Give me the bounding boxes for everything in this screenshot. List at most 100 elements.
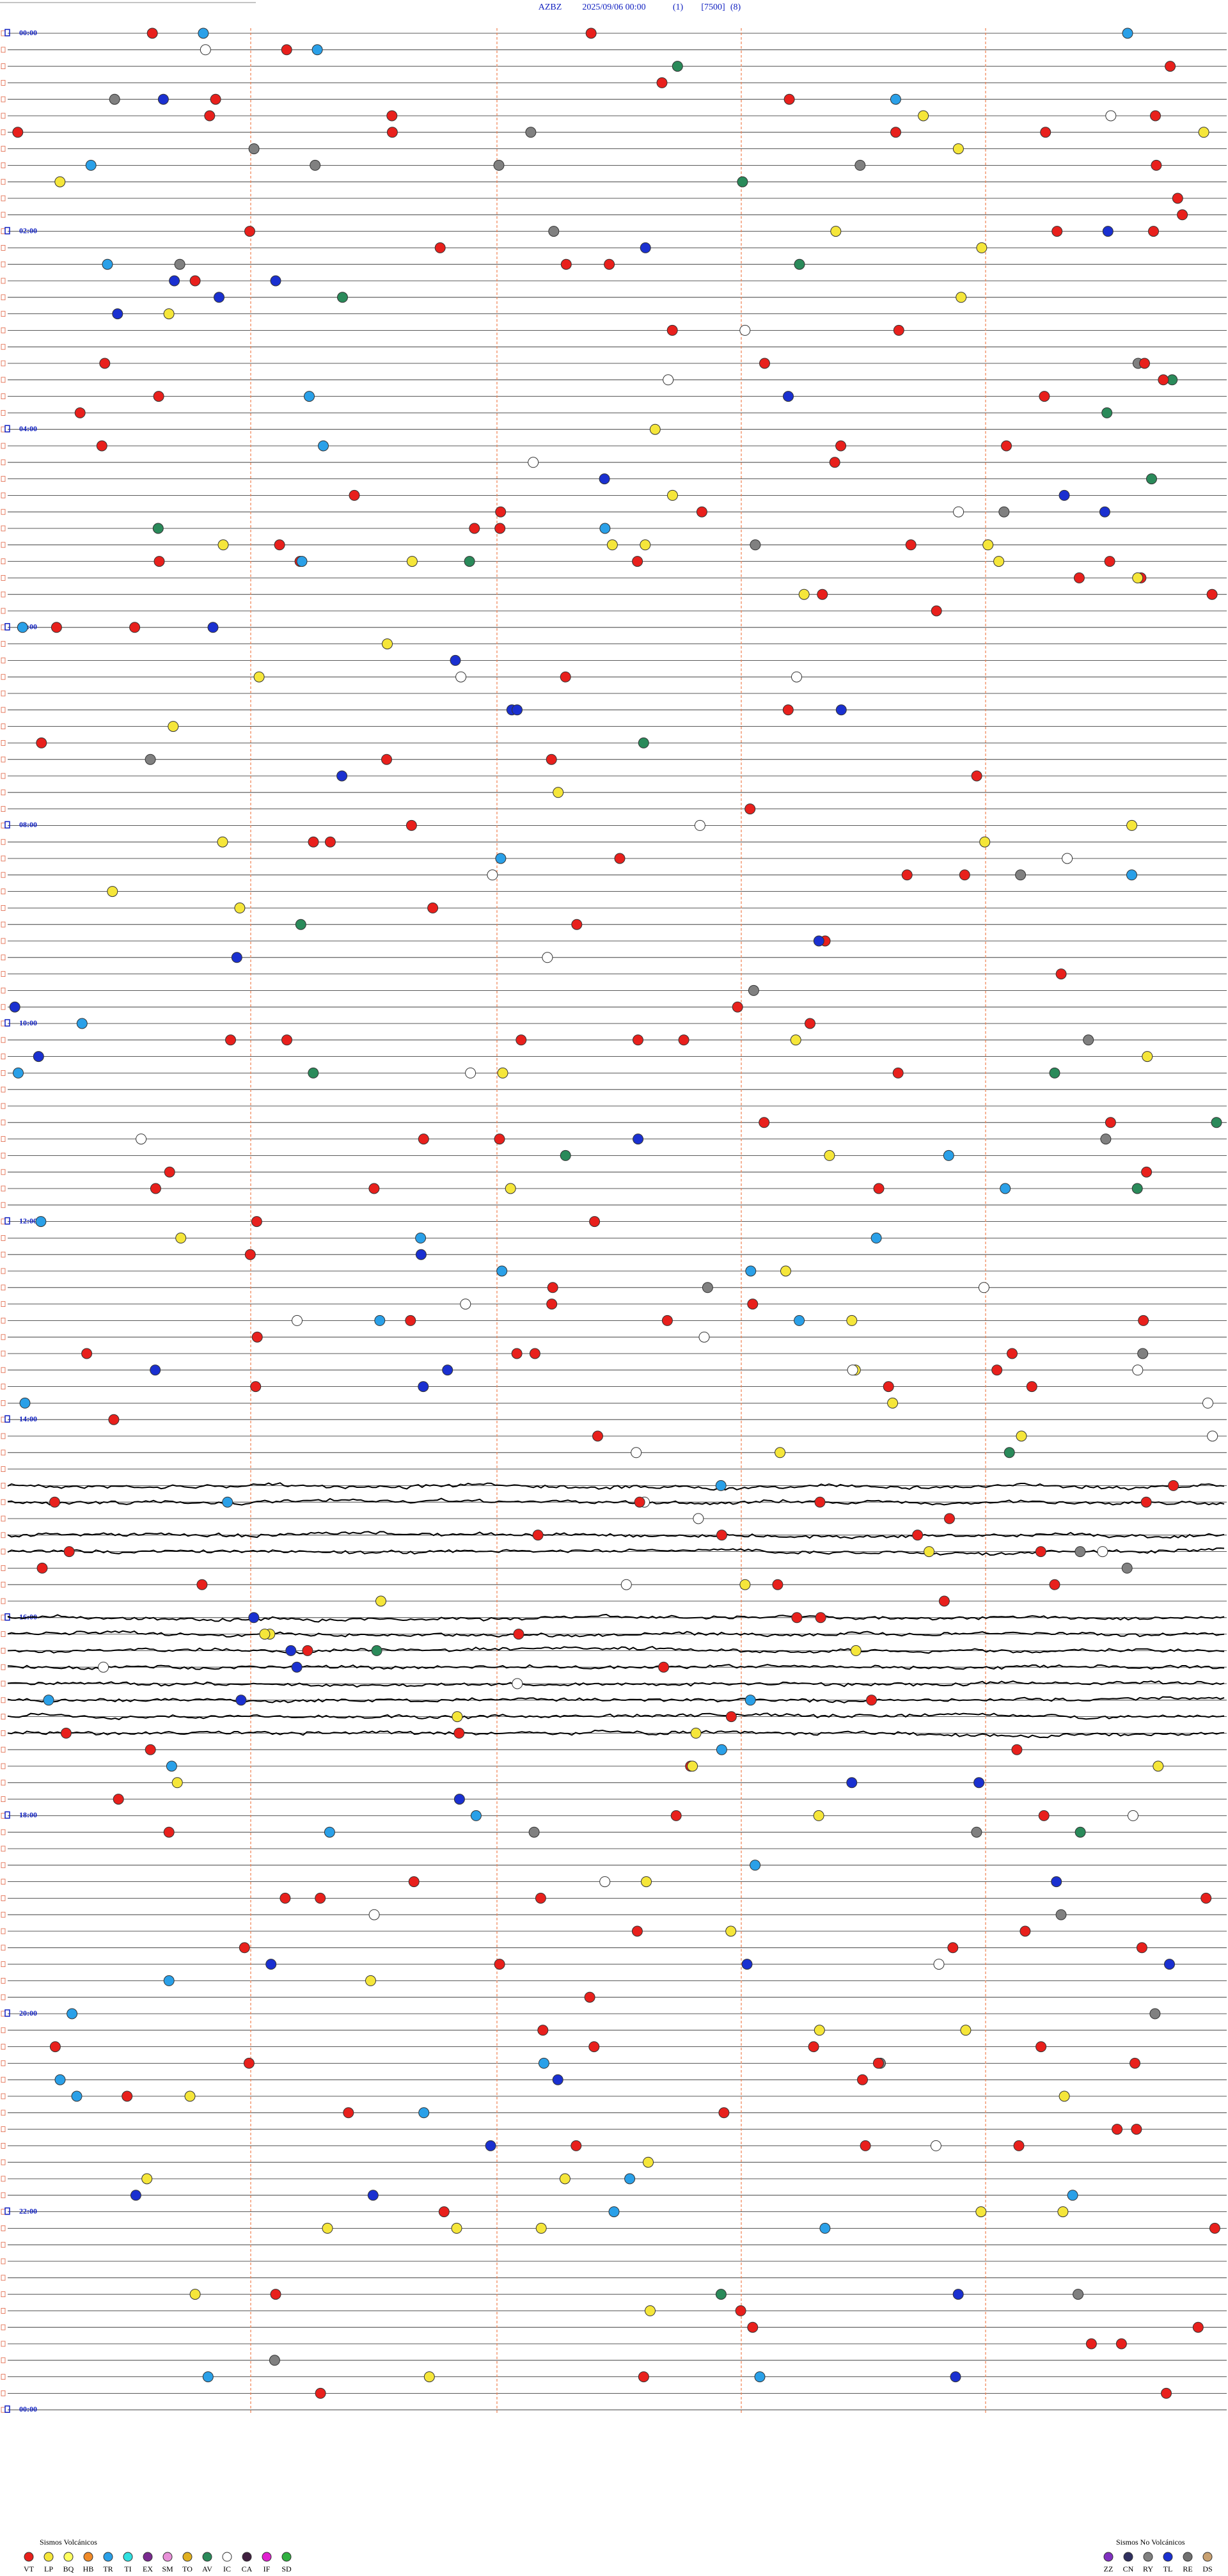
event-marker [17, 622, 28, 633]
event-marker [1051, 1876, 1062, 1888]
row-marker [1, 690, 6, 697]
noisy-trace [7, 1630, 1225, 1638]
event-marker [107, 886, 118, 897]
legend-title: Sismos No Volcánicos [1116, 2538, 1185, 2547]
event-marker [274, 539, 285, 551]
event-marker [204, 110, 216, 122]
row-marker [1, 1565, 6, 1571]
event-marker [495, 506, 507, 518]
event-marker [1105, 1117, 1116, 1128]
legend-code: CA [242, 2564, 253, 2573]
event-marker [754, 2371, 766, 2383]
row-marker [1, 591, 6, 597]
row-marker [1, 674, 6, 680]
event-marker [535, 2222, 547, 2234]
row-marker [1, 1153, 6, 1158]
event-marker [415, 1232, 427, 1244]
event-marker [835, 440, 847, 452]
event-marker [599, 523, 611, 534]
event-marker [336, 770, 348, 782]
event-marker [952, 143, 964, 155]
event-marker [112, 308, 123, 320]
event-marker [54, 2074, 66, 2085]
event-marker [270, 2289, 281, 2300]
hour-label: 08:00 [19, 820, 37, 829]
event-marker [1105, 110, 1117, 122]
event-marker [737, 176, 748, 187]
event-marker [1035, 1546, 1046, 1558]
row-marker [1, 1416, 6, 1423]
event-marker [415, 1249, 427, 1260]
event-marker [667, 489, 678, 501]
event-marker [302, 1645, 313, 1656]
event-marker [295, 919, 306, 930]
event-marker [780, 1265, 791, 1277]
event-marker [153, 391, 164, 402]
row-marker [1, 1515, 6, 1522]
event-marker [81, 1348, 93, 1359]
noisy-trace [7, 1547, 1225, 1556]
hour-label: 04:00 [19, 424, 37, 433]
event-marker [367, 2190, 379, 2201]
hour-bracket [4, 1811, 10, 1819]
row-marker [1, 96, 6, 102]
row-marker [1, 1367, 6, 1373]
event-marker [1049, 1579, 1060, 1590]
event-marker [493, 159, 505, 171]
event-marker [382, 638, 393, 650]
event-marker [1062, 853, 1073, 864]
legend-code: TR [103, 2564, 113, 2573]
event-marker [633, 1034, 643, 1046]
event-marker [790, 1034, 801, 1046]
event-marker [49, 1496, 60, 1508]
event-marker [1153, 1760, 1164, 1772]
event-marker [1192, 2321, 1204, 2333]
event-marker [830, 226, 842, 237]
event-marker [231, 952, 242, 963]
event-marker [281, 1034, 292, 1046]
hour-bracket [4, 1019, 10, 1027]
event-marker [1019, 1925, 1031, 1937]
event-marker [560, 671, 571, 683]
event-marker [890, 93, 901, 105]
event-marker [452, 1711, 463, 1723]
row-marker [1, 2076, 6, 2083]
event-marker [184, 2090, 196, 2102]
event-marker [67, 2008, 78, 2019]
header-channel: (1) [673, 3, 684, 12]
event-marker [750, 1860, 761, 1871]
row-marker [1, 1086, 6, 1093]
hour-bracket [4, 226, 10, 235]
event-marker [150, 1364, 161, 1376]
hour-label: 12:00 [19, 1216, 37, 1225]
event-marker [1136, 1942, 1147, 1954]
row-marker [1, 1631, 6, 1638]
event-marker [1200, 1892, 1212, 1904]
event-marker [747, 2321, 759, 2333]
event-marker [1007, 1348, 1018, 1359]
event-marker [1168, 1480, 1179, 1491]
row-marker [1, 1664, 6, 1670]
event-marker [222, 1496, 233, 1508]
event-marker [1102, 226, 1114, 237]
event-marker [1198, 127, 1209, 138]
event-marker [960, 2025, 972, 2036]
event-marker [632, 556, 643, 567]
event-marker [1139, 358, 1150, 369]
event-marker [912, 1529, 924, 1541]
event-marker [794, 1315, 805, 1326]
event-marker [805, 1018, 815, 1029]
event-marker [631, 1447, 642, 1458]
event-marker [251, 1331, 263, 1343]
event-marker [993, 556, 1005, 567]
row-marker [1, 1796, 6, 1803]
event-marker [214, 292, 224, 303]
row-marker [1, 1350, 6, 1357]
event-marker [588, 2041, 600, 2053]
event-marker [979, 836, 991, 848]
hour-label: 00:00 [19, 2405, 37, 2414]
event-marker [163, 1975, 175, 1986]
hour-label: 18:00 [19, 1810, 37, 1819]
event-marker [375, 1595, 386, 1607]
event-marker [200, 44, 211, 56]
